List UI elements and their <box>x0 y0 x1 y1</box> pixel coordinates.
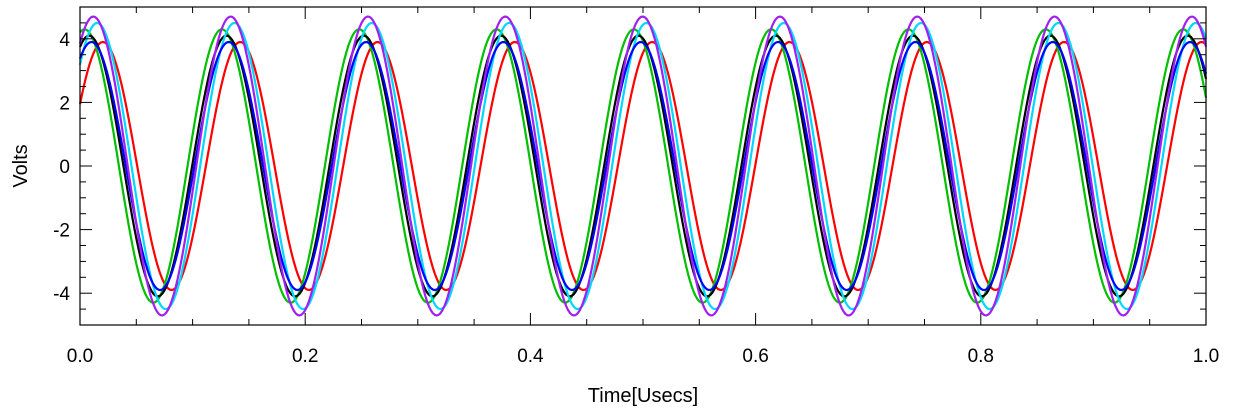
y-axis-label: Volts <box>10 144 32 187</box>
x-tick-label-1: 0.2 <box>292 346 318 367</box>
x-tick-label-0: 0.0 <box>67 346 93 367</box>
x-axis-label: Time[Usecs] <box>588 385 698 407</box>
series-line-1 <box>78 40 1207 292</box>
x-tick-label-2: 0.4 <box>517 346 544 367</box>
x-tick-label-3: 0.6 <box>742 346 768 367</box>
tick-layer: 0.0 0.2 0.4 0.6 0.8 1.0 -4 -2 0 2 4 <box>53 6 1219 367</box>
y-tick-label-4: 4 <box>59 30 70 51</box>
y-tick-label-1: -2 <box>53 221 70 242</box>
y-tick-label-3: 2 <box>59 93 70 114</box>
series-layer <box>78 15 1208 317</box>
x-tick-label-4: 0.8 <box>968 346 994 367</box>
series-line-4 <box>78 21 1208 311</box>
y-tick-label-2: 0 <box>59 157 70 178</box>
series-line-5 <box>78 40 1208 292</box>
series-line-3 <box>78 34 1208 298</box>
series-line-6 <box>78 15 1208 317</box>
x-tick-label-5: 1.0 <box>1193 346 1219 367</box>
series-line-2 <box>79 28 1208 304</box>
y-tick-label-0: -4 <box>53 284 70 305</box>
